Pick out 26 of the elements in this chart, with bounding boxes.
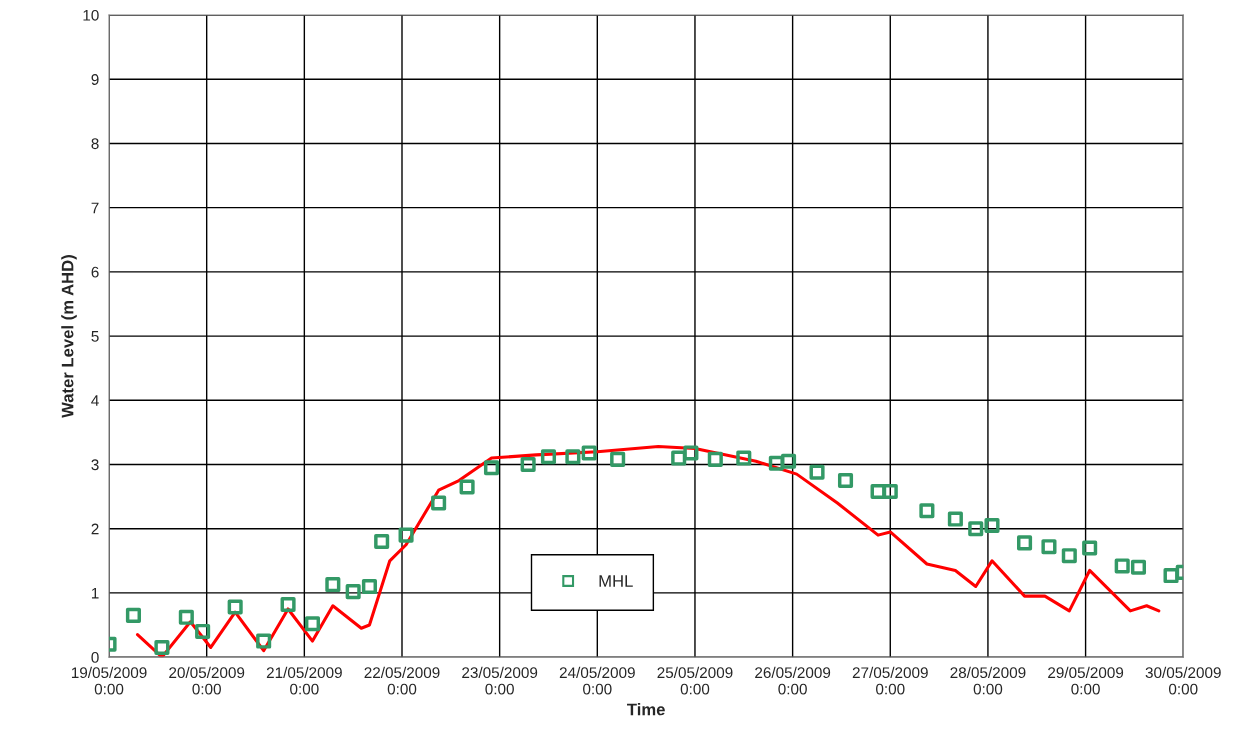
x-tick-label: 26/05/2009 0:00 (755, 666, 831, 695)
x-tick-label: 19/05/2009 0:00 (71, 666, 147, 695)
x-tick-label: 27/05/2009 0:00 (852, 666, 928, 695)
y-tick-label: 7 (91, 202, 99, 214)
y-tick-label: 8 (91, 138, 99, 150)
x-tick-label: 21/05/2009 0:00 (266, 666, 342, 695)
y-tick-label: 4 (91, 395, 99, 406)
x-tick-label: 23/05/2009 0:00 (462, 666, 538, 695)
x-tick-label: 30/05/2009 0:00 (1145, 666, 1221, 695)
x-axis-title: Time (627, 703, 665, 716)
y-axis-title: Water Level (m AHD) (61, 255, 77, 418)
y-tick-label: 3 (91, 459, 99, 471)
y-tick-label: 1 (91, 587, 99, 599)
y-tick-label: 10 (83, 9, 99, 21)
x-tick-label: 24/05/2009 0:00 (559, 666, 635, 695)
y-tick-label: 2 (91, 523, 99, 535)
x-tick-label: 22/05/2009 0:00 (364, 666, 440, 695)
y-tick-label: 9 (91, 74, 99, 85)
x-tick-label: 25/05/2009 0:00 (657, 666, 733, 695)
y-tick-label: 5 (91, 331, 99, 342)
y-tick-label: 6 (91, 266, 99, 278)
x-tick-label: 29/05/2009 0:00 (1048, 666, 1124, 695)
x-tick-label: 28/05/2009 0:00 (950, 666, 1026, 695)
x-tick-label: 20/05/2009 0:00 (169, 666, 245, 695)
y-tick-label: 0 (91, 651, 99, 663)
legend-label: MHL (599, 575, 633, 587)
